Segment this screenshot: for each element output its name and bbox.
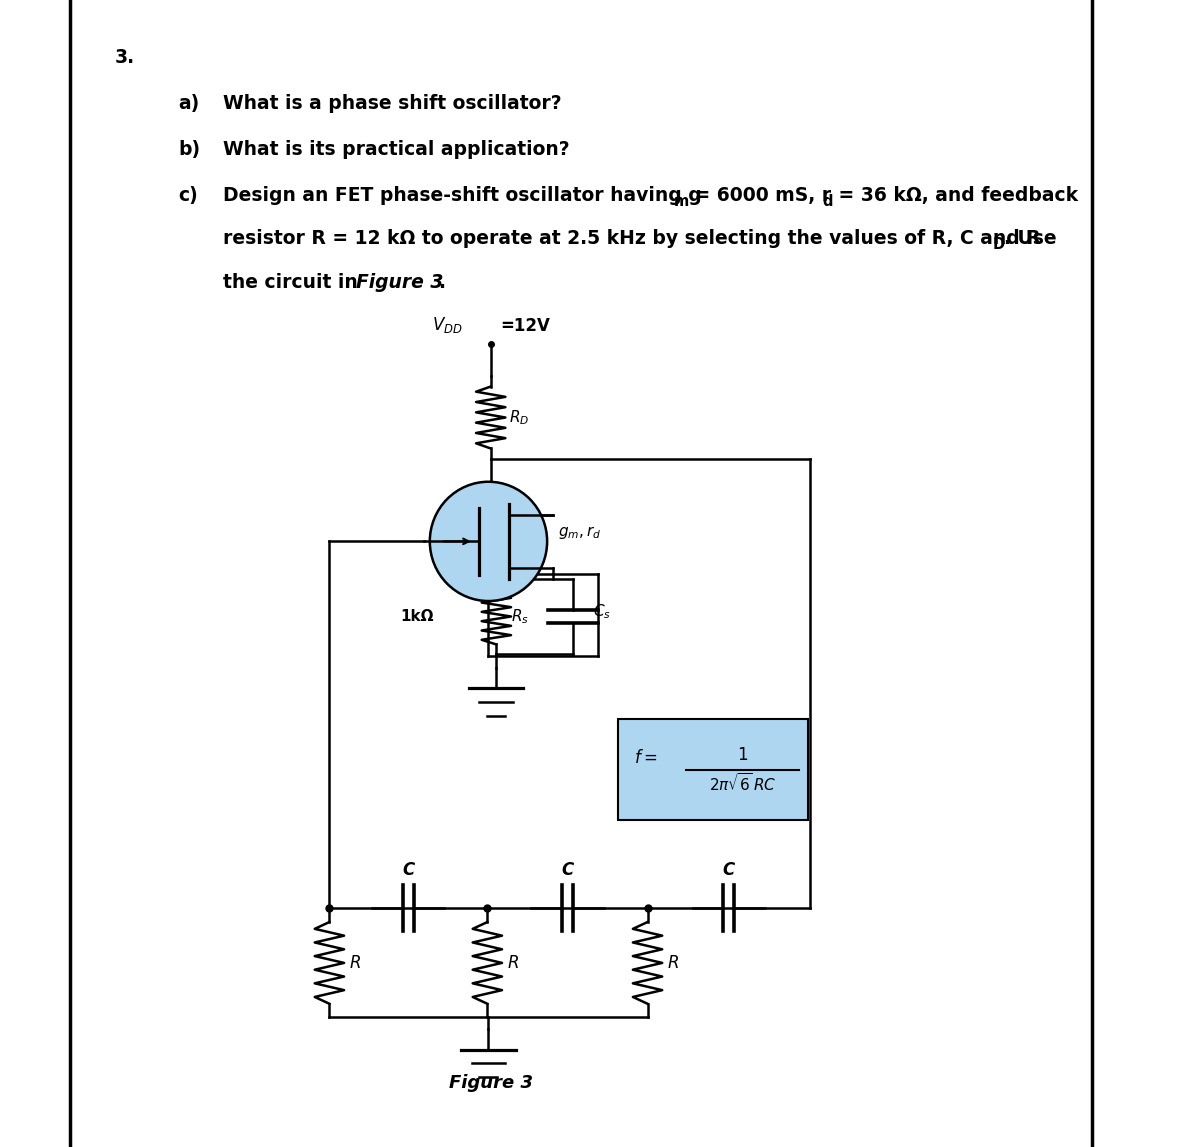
Text: $C_s$: $C_s$ [593,602,611,622]
Text: a): a) [179,94,199,114]
Text: b): b) [179,140,200,159]
Text: What is its practical application?: What is its practical application? [223,140,570,159]
Text: resistor R = 12 kΩ to operate at 2.5 kHz by selecting the values of R, C and R: resistor R = 12 kΩ to operate at 2.5 kHz… [223,229,1042,249]
Text: =12V: =12V [499,317,550,335]
Text: C: C [402,860,414,879]
Text: = 36 kΩ, and feedback: = 36 kΩ, and feedback [832,186,1079,205]
Text: C: C [722,860,734,879]
Text: . Use: . Use [1003,229,1056,249]
Text: $f=$: $f=$ [634,749,658,767]
Text: the circuit in: the circuit in [223,273,365,292]
Circle shape [430,482,547,601]
Text: Figure 3: Figure 3 [356,273,444,292]
Text: 1kΩ: 1kΩ [401,609,434,624]
Text: c): c) [179,186,198,205]
Text: m: m [673,194,689,209]
Text: d: d [822,194,833,209]
Text: $R$: $R$ [348,954,360,972]
Text: 3.: 3. [115,48,136,68]
Text: D: D [992,237,1004,252]
Text: $R_D$: $R_D$ [509,408,529,427]
Text: Figure 3: Figure 3 [449,1074,533,1092]
Text: $g_m, r_d$: $g_m, r_d$ [558,524,602,540]
Text: $R_s$: $R_s$ [511,607,529,626]
Text: $V_{DD}$: $V_{DD}$ [432,315,463,335]
Text: = 6000 mS, r: = 6000 mS, r [688,186,830,205]
Text: $R$: $R$ [667,954,679,972]
Text: C: C [562,860,574,879]
FancyBboxPatch shape [618,719,808,820]
Text: 1: 1 [737,746,748,764]
Text: Design an FET phase-shift oscillator having g: Design an FET phase-shift oscillator hav… [223,186,702,205]
Text: $2\pi\sqrt{6}\,RC$: $2\pi\sqrt{6}\,RC$ [708,772,776,794]
Text: What is a phase shift oscillator?: What is a phase shift oscillator? [223,94,562,114]
Text: .: . [438,273,445,292]
Text: $R$: $R$ [506,954,518,972]
